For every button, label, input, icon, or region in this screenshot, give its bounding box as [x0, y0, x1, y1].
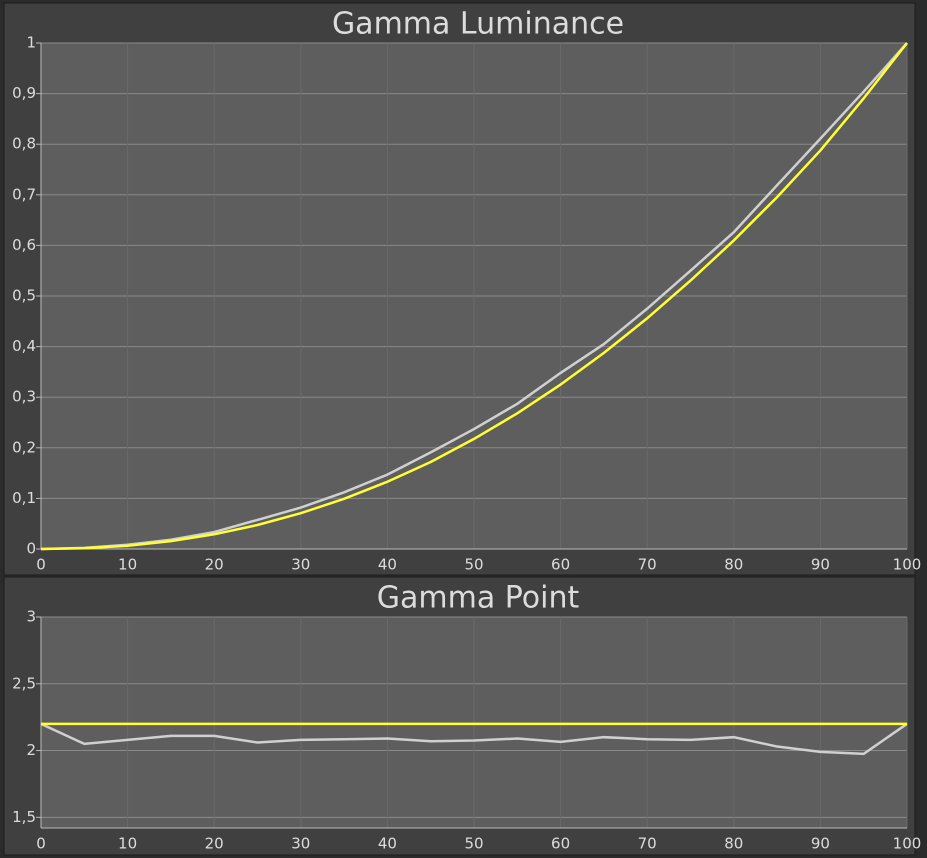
y-tick-label: 0,8: [12, 135, 36, 153]
y-tick-label: 0,5: [12, 287, 36, 305]
y-tick-label: 1,5: [12, 808, 36, 826]
x-tick-label: 90: [811, 835, 830, 853]
y-tick-label: 0,4: [12, 337, 36, 355]
series-line: [40, 42, 908, 551]
y-tick-label: 3: [26, 608, 36, 626]
x-tick-label: 50: [464, 556, 483, 574]
y-tick-label: 1: [26, 34, 36, 52]
x-tick-label: 50: [464, 835, 483, 853]
x-tick-label: 40: [378, 835, 397, 853]
x-tick-label: 70: [638, 835, 657, 853]
x-tick-label: 20: [205, 835, 224, 853]
x-tick-label: 90: [811, 556, 830, 574]
x-tick-label: 20: [205, 556, 224, 574]
x-tick-label: 60: [551, 835, 570, 853]
y-tick-label: 0,9: [12, 84, 36, 102]
series-line: [40, 42, 908, 551]
x-tick-label: 30: [291, 835, 310, 853]
y-tick-label: 0,2: [12, 438, 36, 456]
x-tick-label: 10: [118, 556, 137, 574]
x-tick-label: 0: [36, 556, 46, 574]
x-tick-label: 60: [551, 556, 570, 574]
x-tick-label: 80: [724, 835, 743, 853]
x-tick-label: 100: [893, 556, 922, 574]
x-tick-label: 10: [118, 835, 137, 853]
x-tick-label: 30: [291, 556, 310, 574]
y-tick-label: 0,7: [12, 185, 36, 203]
x-tick-label: 70: [638, 556, 657, 574]
x-tick-label: 100: [893, 835, 922, 853]
series-line: [40, 722, 908, 756]
y-tick-label: 0: [26, 540, 36, 558]
y-tick-label: 0,6: [12, 236, 36, 254]
y-tick-label: 2,5: [12, 674, 36, 692]
y-tick-label: 0,1: [12, 489, 36, 507]
y-tick-label: 0,3: [12, 388, 36, 406]
chart-title: Gamma Luminance: [332, 7, 624, 42]
chart-title: Gamma Point: [377, 581, 580, 616]
x-tick-label: 40: [378, 556, 397, 574]
y-tick-label: 2: [26, 741, 36, 759]
x-tick-label: 80: [724, 556, 743, 574]
x-tick-label: 0: [36, 835, 46, 853]
